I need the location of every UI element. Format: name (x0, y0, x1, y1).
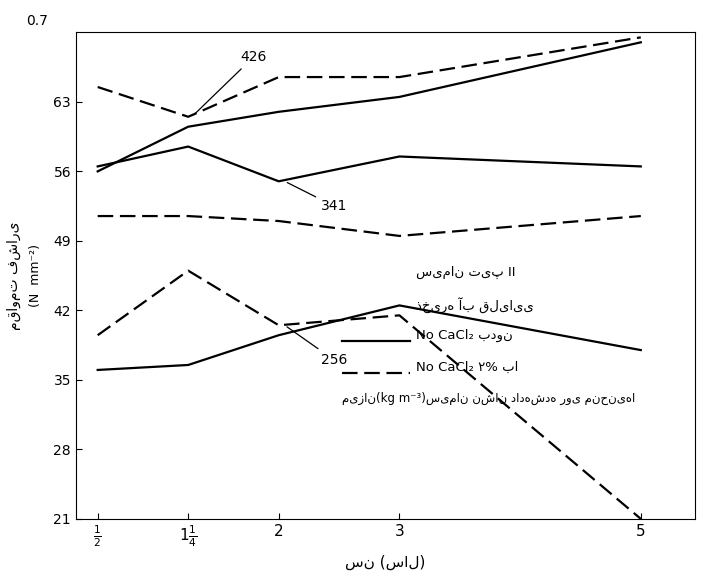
Text: (N  mm⁻²): (N mm⁻²) (29, 244, 43, 307)
Text: No CaCl₂ ۲% با: No CaCl₂ ۲% با (416, 361, 519, 374)
Text: 341: 341 (287, 183, 347, 213)
Text: 256: 256 (287, 327, 347, 367)
Text: 426: 426 (194, 50, 267, 115)
Text: No CaCl₂ بدون: No CaCl₂ بدون (416, 329, 513, 342)
Text: ذخیره آب قلیایی: ذخیره آب قلیایی (416, 297, 535, 314)
Text: میزان(kg m⁻³)سیمان نشان داده‌شده روی منحنی‌ها: میزان(kg m⁻³)سیمان نشان داده‌شده روی منح… (342, 392, 635, 405)
Text: سیمان تیپ II: سیمان تیپ II (416, 266, 516, 279)
X-axis label: سن (سال): سن (سال) (345, 555, 425, 570)
Text: مقاومت فشاری: مقاومت فشاری (7, 221, 21, 330)
Text: 0.7: 0.7 (26, 13, 48, 27)
